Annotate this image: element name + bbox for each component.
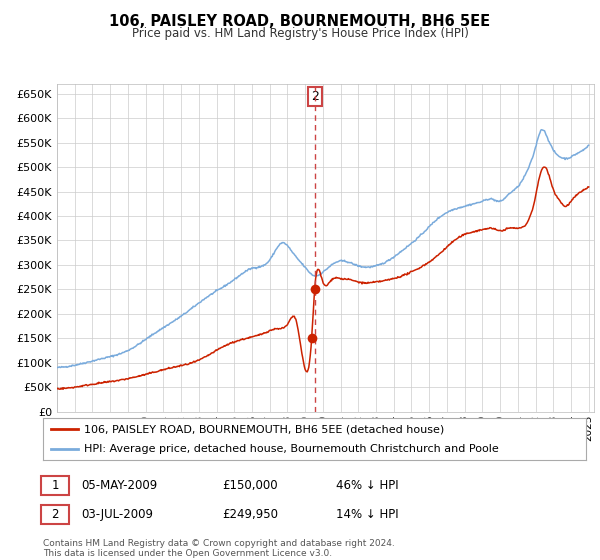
Text: 05-MAY-2009: 05-MAY-2009 [81,479,157,492]
Text: HPI: Average price, detached house, Bournemouth Christchurch and Poole: HPI: Average price, detached house, Bour… [84,445,499,454]
Text: 03-JUL-2009: 03-JUL-2009 [81,507,153,521]
Text: Contains HM Land Registry data © Crown copyright and database right 2024.
This d: Contains HM Land Registry data © Crown c… [43,539,395,558]
Text: 14% ↓ HPI: 14% ↓ HPI [336,507,398,521]
Text: 1: 1 [52,479,59,492]
Text: 106, PAISLEY ROAD, BOURNEMOUTH, BH6 5EE (detached house): 106, PAISLEY ROAD, BOURNEMOUTH, BH6 5EE … [84,424,444,434]
Text: Price paid vs. HM Land Registry's House Price Index (HPI): Price paid vs. HM Land Registry's House … [131,27,469,40]
Text: 106, PAISLEY ROAD, BOURNEMOUTH, BH6 5EE: 106, PAISLEY ROAD, BOURNEMOUTH, BH6 5EE [109,14,491,29]
Text: 2: 2 [311,90,319,102]
Text: 46% ↓ HPI: 46% ↓ HPI [336,479,398,492]
Text: £249,950: £249,950 [222,507,278,521]
Text: 2: 2 [52,507,59,521]
Text: £150,000: £150,000 [222,479,278,492]
